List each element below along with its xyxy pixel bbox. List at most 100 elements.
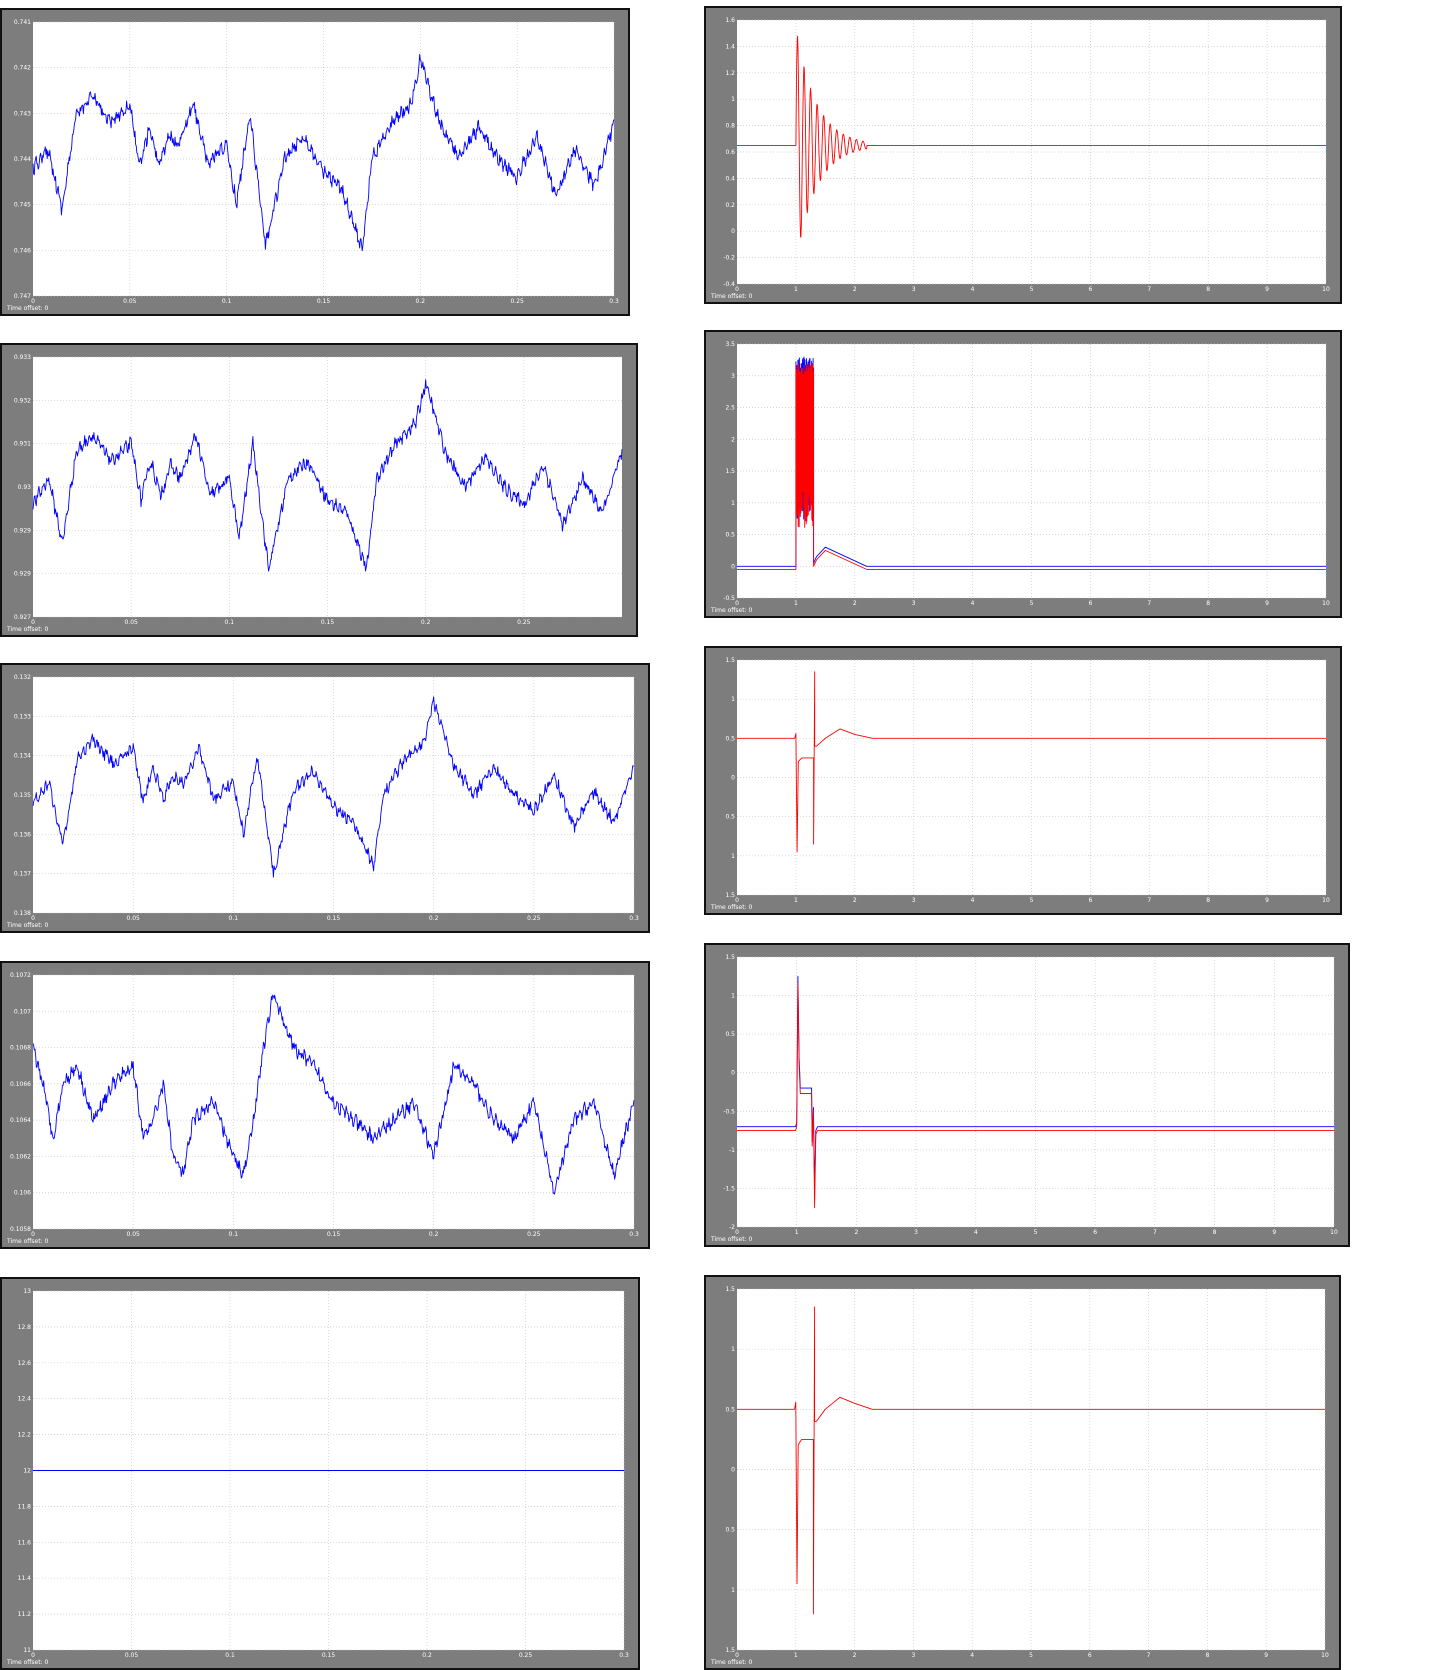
y-tick-label: 0.133	[14, 713, 31, 720]
x-tick-label: 0.05	[126, 1231, 140, 1238]
y-tick-label: 0.5	[725, 1406, 735, 1413]
x-tick-label: 8	[1206, 600, 1210, 607]
y-tick-label: 12.6	[18, 1360, 32, 1367]
series-line-2	[737, 362, 1326, 570]
y-tick-label: -0.5	[723, 595, 735, 602]
time-offset-label: Time offset: 0	[7, 922, 49, 929]
x-tick-label: 7	[1147, 600, 1151, 607]
scope-9: 0 0.05 0.1 0.15 0.2 0.25 0.3 11 11.2 11.4 11.6 11.8…	[0, 1277, 640, 1670]
y-tick-label: 1	[731, 1346, 735, 1353]
time-offset-label: Time offset: 0	[7, 1659, 49, 1666]
x-tick-label: 5	[1030, 897, 1034, 904]
y-tick-label: 1.5	[725, 657, 735, 664]
x-tick-label: 3	[912, 286, 916, 293]
x-tick-label: 0.15	[317, 298, 331, 305]
y-tick-label: 12.2	[18, 1432, 32, 1439]
y-tick-label: 0.1064	[10, 1117, 31, 1124]
scope-plot-6: 0 1 2 3 4 5 6 7 8 9 10 1.5 1 0.5 0 0.5 1 1.5	[725, 657, 1330, 904]
x-tick-label: 0.05	[126, 915, 140, 922]
y-tick-label: 0.746	[14, 247, 31, 254]
x-tick-label: 0.25	[517, 619, 531, 626]
y-tick-label: 0.136	[14, 831, 31, 838]
y-tick-label: 0.5	[725, 532, 735, 539]
y-tick-label: 11.4	[18, 1575, 32, 1582]
y-tick-label: 0.5	[725, 1031, 735, 1038]
x-tick-label: 1	[794, 1652, 798, 1659]
x-tick-label: 10	[1321, 1652, 1329, 1659]
x-tick-label: 9	[1264, 1652, 1268, 1659]
x-tick-label: 7	[1147, 1652, 1151, 1659]
x-tick-label: 0.25	[519, 1652, 533, 1659]
scope-plot-9: 0 0.05 0.1 0.15 0.2 0.25 0.3 11 11.2 11.4 11.6 11.8…	[18, 1288, 629, 1659]
y-tick-label: 0	[731, 563, 735, 570]
y-tick-label: 1.5	[725, 1286, 735, 1293]
x-tick-label: 0	[31, 1652, 35, 1659]
x-tick-label: 8	[1206, 897, 1210, 904]
time-offset-label: Time offset: 0	[711, 1659, 753, 1666]
x-tick-label: 5	[1034, 1229, 1038, 1236]
y-tick-label: 12.8	[18, 1324, 32, 1331]
y-tick-label: 0.107	[14, 1008, 31, 1015]
time-offset-label: Time offset: 0	[711, 293, 753, 300]
x-tick-label: 0	[31, 298, 35, 305]
x-tick-label: 6	[1088, 897, 1092, 904]
y-tick-label: 0.929	[14, 571, 31, 578]
time-offset-label: Time offset: 0	[711, 1236, 753, 1243]
y-tick-label: 11	[23, 1647, 31, 1654]
y-tick-label: 0.745	[14, 202, 31, 209]
x-tick-label: 0.2	[422, 1652, 432, 1659]
x-tick-label: 3	[912, 897, 916, 904]
x-tick-label: 0.05	[124, 619, 138, 626]
y-tick-label: -0.2	[723, 255, 735, 262]
x-tick-label: 0	[735, 286, 739, 293]
x-tick-label: 3	[911, 1652, 915, 1659]
x-tick-label: 0.15	[322, 1652, 336, 1659]
y-tick-label: 3	[731, 373, 735, 380]
x-tick-label: 7	[1147, 286, 1151, 293]
time-offset-label: Time offset: 0	[7, 1238, 49, 1245]
time-offset-label: Time offset: 0	[711, 904, 753, 911]
y-tick-label: 0.933	[14, 354, 31, 361]
x-tick-label: 0.1	[225, 1652, 235, 1659]
y-tick-label: 0.1066	[10, 1081, 31, 1088]
x-tick-label: 0	[735, 1229, 739, 1236]
series-line-1	[737, 1306, 1325, 1615]
y-tick-label: 0	[731, 1467, 735, 1474]
y-tick-label: 0.743	[14, 110, 31, 117]
y-tick-label: 1	[731, 1587, 735, 1594]
x-tick-label: 7	[1147, 897, 1151, 904]
y-tick-label: -1.5	[723, 1185, 735, 1192]
x-tick-label: 0.2	[416, 298, 426, 305]
y-tick-label: 0.744	[14, 156, 31, 163]
y-tick-label: 0.2	[725, 202, 735, 209]
x-tick-label: 8	[1206, 286, 1210, 293]
y-tick-label: 0.741	[14, 19, 31, 26]
y-tick-label: 12.4	[18, 1396, 32, 1403]
x-tick-label: 0.25	[527, 1231, 541, 1238]
y-tick-label: 0	[731, 228, 735, 235]
y-tick-label: 0.135	[14, 792, 31, 799]
y-tick-label: 0.1058	[10, 1226, 31, 1233]
x-tick-label: 2	[853, 1652, 857, 1659]
x-tick-label: 0.05	[123, 298, 137, 305]
y-tick-label: 2	[731, 436, 735, 443]
y-tick-label: 0.5	[725, 735, 735, 742]
x-tick-label: 0.1	[229, 915, 239, 922]
y-tick-label: 3.5	[725, 341, 735, 348]
y-tick-label: 1.5	[725, 468, 735, 475]
y-tick-label: 0.8	[725, 123, 735, 130]
scope-10: 0 1 2 3 4 5 6 7 8 9 10 1.5 1 0.5 0 0.5 1 1.5 Time offset: …	[704, 1275, 1341, 1670]
y-tick-label: 1	[731, 993, 735, 1000]
y-tick-label: 0.137	[14, 871, 31, 878]
scope-3: 0 0.05 0.1 0.15 0.2 0.25 0.927 0.929 0.929 0.93 0.…	[0, 343, 638, 637]
scope-plot-2: 0 1 2 3 4 5 6 7 8 9 10 -0.4 -0.2 0 0.2 0.4 0.6 0.8 1 1.2 1.4…	[723, 17, 1330, 293]
y-tick-label: 0.134	[14, 753, 31, 760]
x-tick-label: 1	[794, 286, 798, 293]
x-tick-label: 0.15	[327, 1231, 341, 1238]
y-tick-label: 0.93	[18, 484, 32, 491]
x-tick-label: 5	[1029, 1652, 1033, 1659]
x-tick-label: 0	[31, 619, 35, 626]
x-tick-label: 0.3	[609, 298, 619, 305]
y-tick-label: 0.742	[14, 65, 31, 72]
x-tick-label: 2	[853, 897, 857, 904]
